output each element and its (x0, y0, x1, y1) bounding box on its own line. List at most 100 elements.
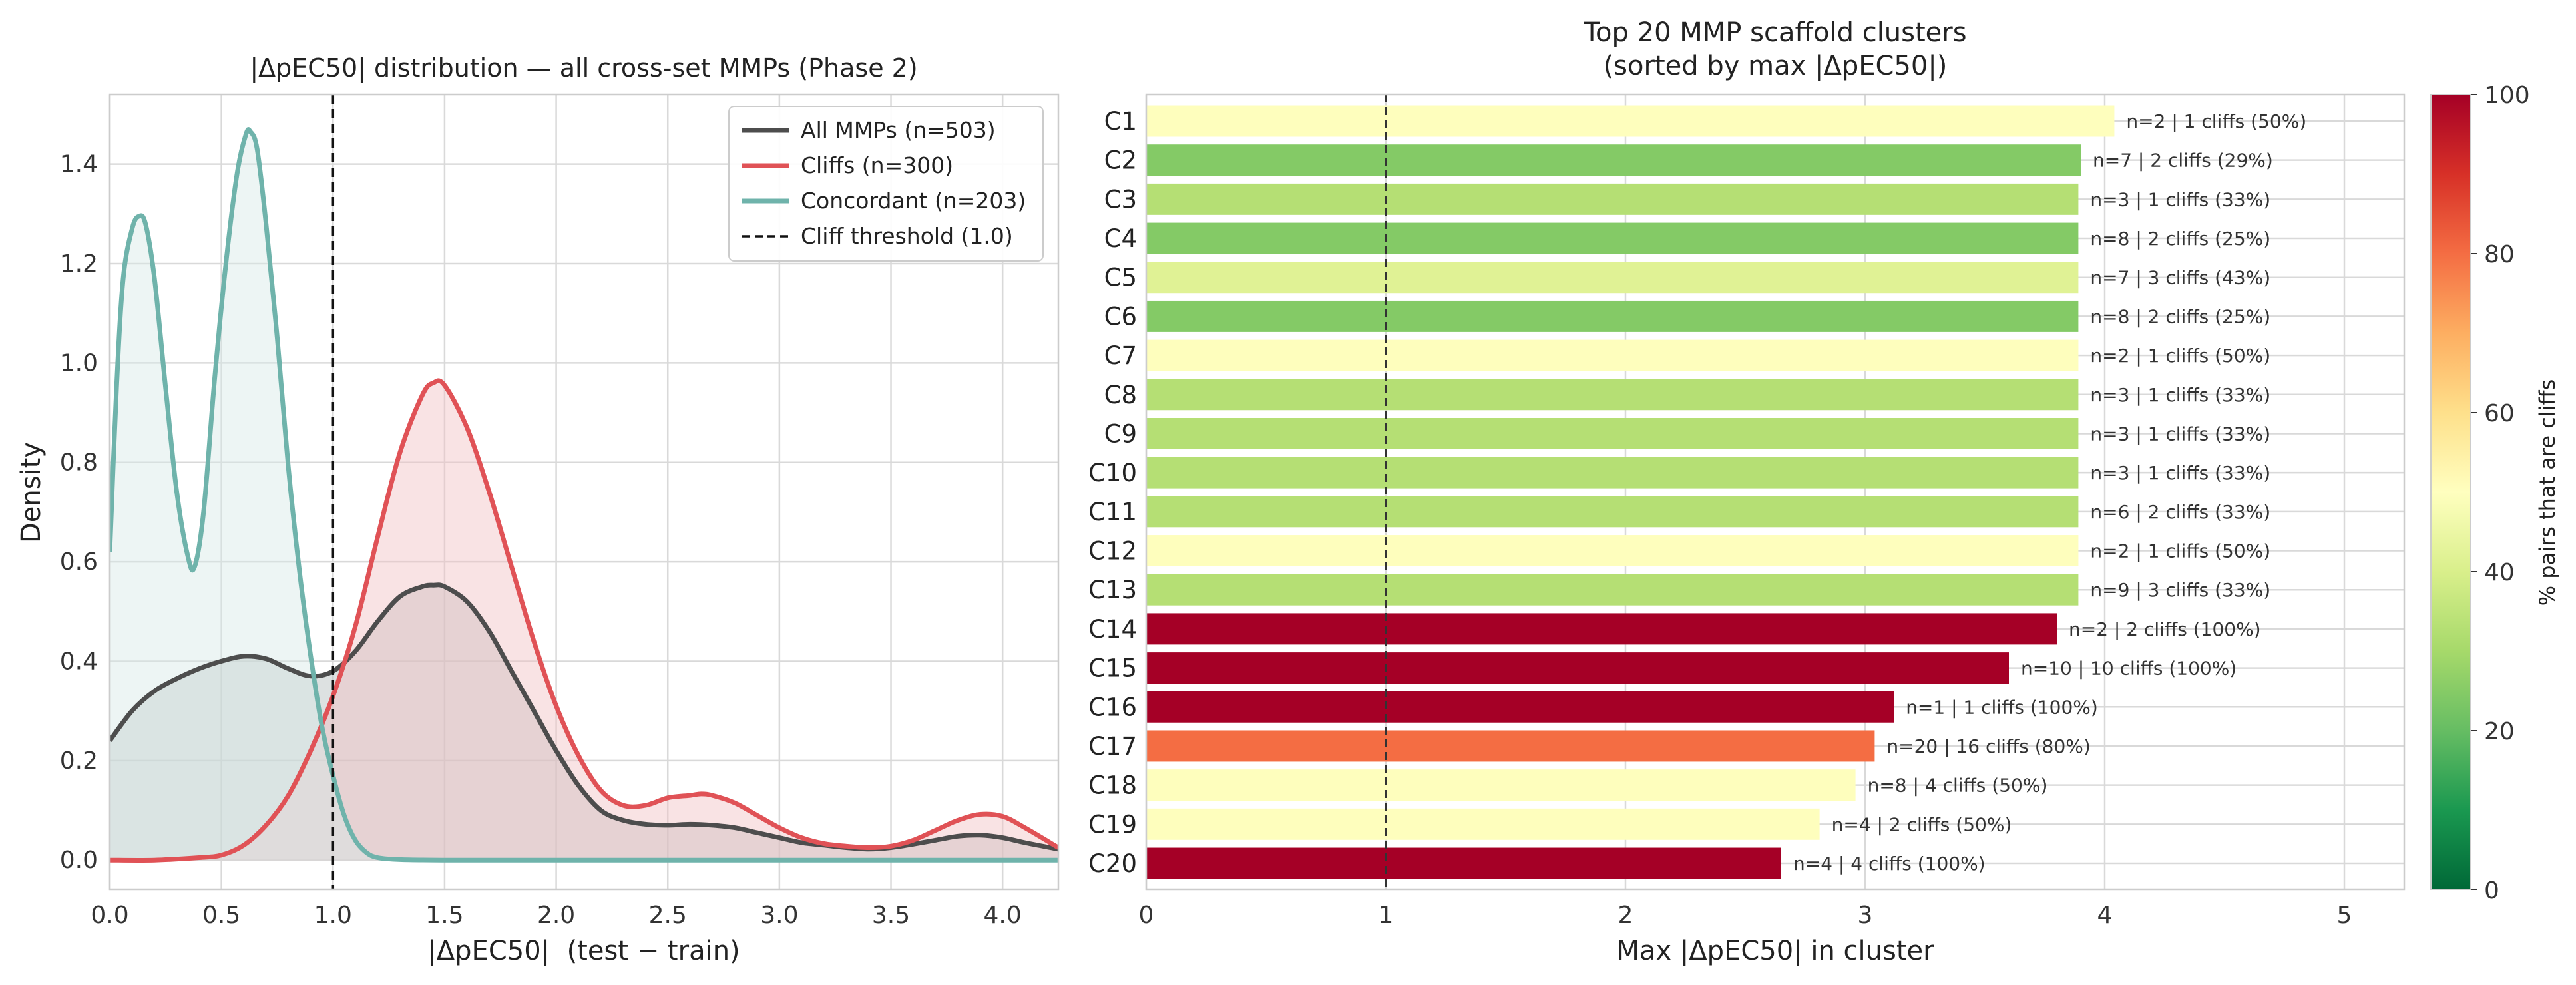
cluster-bar-C20 (1146, 847, 1781, 879)
right-title-line: Top 20 MMP scaffold clusters (1583, 17, 1966, 48)
colorbar-tick-label: 60 (2484, 400, 2515, 427)
cluster-bar-label-C16: n=1 | 1 cliffs (100%) (1906, 696, 2098, 718)
category-label-C12: C12 (1088, 537, 1137, 566)
left-legend: All MMPs (n=503) Cliffs (n=300) Concordant… (728, 106, 1044, 262)
category-label-C20: C20 (1088, 849, 1137, 878)
density-line-series-3 (110, 127, 1058, 863)
legend-label: Concordant (n=203) (801, 188, 1026, 214)
category-label-C15: C15 (1088, 654, 1137, 683)
left-x-ticks: 0.0 0.5 1.0 1.5 2.0 2.5 3.0 3.5 4.0 (91, 902, 1021, 929)
category-label-C14: C14 (1088, 615, 1137, 644)
cluster-bar-label-C7: n=2 | 1 cliffs (50%) (2090, 345, 2270, 367)
density-fill-series-2 (110, 380, 1058, 861)
cluster-bar-C1 (1146, 105, 2115, 137)
left-x-tick-label: 2.0 (537, 902, 575, 929)
right-x-tick-label: 2 (1618, 902, 1633, 929)
category-label-C2: C2 (1104, 146, 1137, 175)
category-label-C19: C19 (1088, 810, 1137, 839)
density-line-series-2 (110, 378, 1058, 863)
category-label-C9: C9 (1104, 419, 1137, 448)
cluster-bar-label-C18: n=8 | 4 cliffs (50%) (1868, 775, 2048, 797)
cluster-bar-label-C19: n=4 | 2 cliffs (50%) (1832, 813, 2012, 835)
cluster-bar-label-C1: n=2 | 1 cliffs (50%) (2126, 110, 2306, 132)
cluster-bar-label-C3: n=3 | 1 cliffs (33%) (2090, 188, 2270, 210)
right-x-tick-label: 3 (1858, 902, 1873, 929)
colorbar-tick-label: 0 (2484, 877, 2499, 904)
left-y-ticks: 0.0 0.2 0.4 0.6 0.8 1.0 1.2 1.4 (60, 151, 98, 875)
colorbar-gradient (2430, 94, 2471, 890)
colorbar-tick-label: 100 (2484, 82, 2530, 109)
legend-label: All MMPs (n=503) (801, 117, 996, 143)
left-y-tick-label: 0.4 (60, 648, 98, 675)
left-chart-title: |ΔpEC50| distribution — all cross-set MM… (250, 53, 917, 83)
cluster-bar-label-C10: n=3 | 1 cliffs (33%) (2090, 462, 2270, 484)
left-x-tick-label: 0.0 (91, 902, 128, 929)
right-chart-title: Top 20 MMP scaffold clusters (sorted by m… (1583, 17, 1966, 81)
cluster-bar-chart: n=2 | 1 cliffs (50%) n=7 | 2 cliffs (29%)… (1088, 17, 2406, 966)
colorbar: 0 20 40 60 80 100 % pairs that are cliffs (2430, 82, 2560, 904)
cluster-bar-C17 (1146, 730, 1875, 762)
left-x-tick-label: 3.0 (760, 902, 798, 929)
category-label-C1: C1 (1104, 107, 1137, 136)
cluster-bar-label-C20: n=4 | 4 cliffs (100%) (1793, 853, 1986, 875)
left-density-lines (110, 127, 1058, 863)
cluster-bar-C12 (1146, 535, 2079, 566)
left-x-tick-label: 1.5 (425, 902, 463, 929)
right-plot-frame (1145, 93, 2406, 891)
legend-label: Cliffs (n=300) (801, 152, 953, 178)
left-y-tick-label: 0.8 (60, 449, 98, 477)
colorbar-tick-label: 20 (2484, 718, 2515, 745)
cluster-bar-C14 (1146, 613, 2057, 645)
cluster-bar-C8 (1146, 379, 2079, 411)
category-label-C5: C5 (1104, 264, 1137, 292)
left-density-fills (110, 129, 1058, 861)
left-x-tick-label: 2.5 (649, 902, 687, 929)
cluster-bar-label-C2: n=7 | 2 cliffs (29%) (2093, 150, 2273, 172)
cluster-bar-C4 (1146, 222, 2079, 254)
category-label-C3: C3 (1104, 185, 1137, 214)
category-label-C17: C17 (1088, 732, 1137, 761)
left-y-tick-label: 0.0 (60, 847, 98, 874)
category-label-C7: C7 (1104, 341, 1137, 370)
left-y-tick-label: 1.2 (60, 250, 98, 278)
left-y-tick-label: 1.0 (60, 349, 98, 377)
density-fill-series-3 (110, 129, 1058, 861)
cluster-bar-C15 (1146, 652, 2009, 684)
cluster-bar-C16 (1146, 691, 1894, 723)
category-label-C8: C8 (1104, 381, 1137, 409)
legend-label: Cliff threshold (1.0) (801, 223, 1013, 249)
cluster-bar-label-C14: n=2 | 2 cliffs (100%) (2069, 618, 2261, 640)
colorbar-ticks: 0 20 40 60 80 100 (2471, 82, 2530, 904)
cluster-bar-label-C15: n=10 | 10 cliffs (100%) (2021, 658, 2237, 680)
cluster-bar-C13 (1146, 574, 2079, 606)
cluster-bar-C6 (1146, 300, 2079, 332)
colorbar-tick-label: 80 (2484, 241, 2515, 268)
legend-box (728, 106, 1044, 262)
cluster-bar-C18 (1146, 769, 1856, 801)
cluster-bar-C9 (1146, 418, 2079, 449)
density-fill-series-1 (110, 584, 1058, 861)
left-x-tick-label: 0.5 (202, 902, 240, 929)
colorbar-label: % pairs that are cliffs (2535, 379, 2560, 606)
category-label-C4: C4 (1104, 224, 1137, 253)
cluster-bar-label-C8: n=3 | 1 cliffs (33%) (2090, 384, 2270, 406)
left-y-tick-label: 1.4 (60, 151, 98, 178)
cluster-bar-label-C9: n=3 | 1 cliffs (33%) (2090, 423, 2270, 445)
left-y-tick-label: 0.6 (60, 548, 98, 576)
cluster-bar-C10 (1146, 457, 2079, 489)
cluster-bar-C2 (1146, 144, 2081, 176)
right-title-line: (sorted by max |ΔpEC50|) (1604, 51, 1948, 81)
cluster-bar-C5 (1146, 262, 2079, 294)
left-y-axis-label: Density (16, 442, 47, 543)
right-x-ticks: 0 1 2 3 4 5 (1139, 902, 2352, 929)
cluster-bar-labels: n=2 | 1 cliffs (50%) n=7 | 2 cliffs (29%)… (1793, 110, 2306, 875)
cluster-bar-C7 (1146, 339, 2079, 371)
category-label-C18: C18 (1088, 771, 1137, 800)
category-label-C6: C6 (1104, 302, 1137, 331)
cluster-bar-label-C13: n=9 | 3 cliffs (33%) (2090, 579, 2270, 601)
cluster-bar-label-C12: n=2 | 1 cliffs (50%) (2090, 540, 2270, 562)
cluster-bar-label-C5: n=7 | 3 cliffs (43%) (2090, 267, 2270, 289)
right-x-tick-label: 5 (2337, 902, 2352, 929)
cluster-bar-C3 (1146, 183, 2079, 215)
